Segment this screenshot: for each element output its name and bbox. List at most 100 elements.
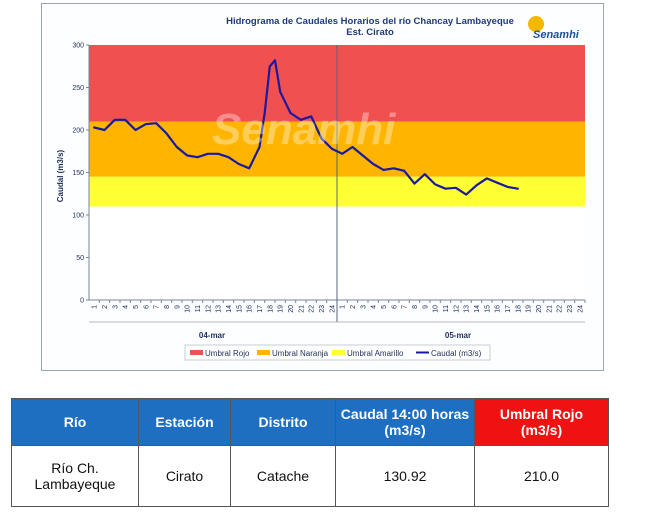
legend-swatch-naranja (257, 350, 270, 355)
data-point (320, 137, 323, 140)
data-point (382, 169, 385, 171)
y-axis-label: Caudal (m3/s) (56, 149, 65, 202)
x-tick-label: 7 (154, 305, 161, 309)
data-point (258, 146, 261, 148)
data-point (274, 59, 276, 62)
data-point (175, 146, 178, 148)
legend-swatch-amarillo (332, 350, 345, 355)
legend-label-amarillo: Umbral Amarillo (347, 349, 404, 358)
data-point (465, 193, 468, 196)
x-tick-label: 11 (195, 305, 202, 312)
cell-rio: Río Ch. Lambayeque (11, 445, 139, 507)
table-header-row: Río Estación Distrito Caudal 14:00 horas… (11, 398, 609, 446)
data-point (423, 173, 426, 176)
data-point (134, 129, 137, 131)
legend-swatch-rojo (190, 350, 203, 355)
x-tick-label: 7 (402, 305, 409, 309)
x-tick-label: 21 (546, 305, 553, 313)
x-tick-label: 16 (247, 305, 254, 313)
y-tick-label: 150 (72, 170, 84, 177)
y-tick-label: 100 (72, 213, 84, 220)
y-tick-label: 250 (72, 85, 84, 92)
chart-subtitle: Est. Cirato (346, 27, 394, 38)
x-tick-label: 1 (340, 305, 347, 309)
data-point (206, 152, 209, 155)
x-tick-label: 21 (298, 305, 305, 313)
header-estacion: Estación (138, 398, 231, 446)
y-tick-label: 50 (76, 255, 84, 262)
data-point (196, 156, 199, 159)
data-point (485, 177, 488, 180)
data-point (237, 163, 240, 165)
header-umbral-rojo: Umbral Rojo (m3/s) (474, 398, 609, 446)
senamhi-logo: Senamhi (528, 16, 580, 41)
cell-estacion: Cirato (138, 445, 231, 507)
legend-label-rojo: Umbral Rojo (205, 349, 250, 358)
day-label-1: 04-mar (199, 331, 225, 340)
x-tick-label: 5 (133, 305, 140, 309)
x-tick-label: 11 (443, 305, 450, 312)
hydrograph-chart: Hidrograma de Caudales Horarios del río … (56, 16, 586, 361)
data-point (372, 163, 375, 165)
x-tick-label: 24 (577, 305, 584, 313)
x-tick-label: 5 (381, 305, 388, 309)
data-point (103, 129, 106, 131)
x-tick-label: 15 (484, 305, 491, 313)
data-point (434, 183, 437, 186)
station-info-table: Río Estación Distrito Caudal 14:00 horas… (11, 398, 609, 507)
data-point (289, 112, 292, 114)
logo-text: Senamhi (533, 29, 580, 41)
data-point (217, 152, 220, 155)
data-point (165, 132, 168, 135)
x-tick-label: 20 (288, 305, 295, 313)
table-row: Río Ch. Lambayeque Cirato Catache 130.92… (11, 445, 609, 507)
data-point (310, 115, 313, 118)
header-distrito: Distrito (230, 398, 336, 446)
data-point (248, 167, 251, 170)
x-tick-label: 14 (474, 305, 481, 313)
sun-icon (528, 16, 544, 32)
x-tick-label: 10 (433, 305, 440, 313)
data-point (113, 118, 116, 121)
x-tick-label: 15 (236, 305, 243, 313)
data-point (361, 154, 364, 157)
data-point (516, 187, 519, 190)
data-point (124, 118, 127, 121)
x-tick-label: 6 (391, 305, 398, 309)
data-point (341, 152, 344, 155)
x-tick-label: 13 (464, 305, 471, 313)
chart-container: Hidrograma de Caudales Horarios del río … (41, 3, 604, 371)
data-point (186, 154, 189, 157)
data-point (227, 156, 230, 159)
cell-caudal: 130.92 (335, 445, 475, 507)
data-point (93, 126, 96, 129)
data-point (263, 112, 266, 114)
x-tick-label: 18 (515, 305, 522, 313)
data-point (413, 182, 416, 185)
chart-legend: Umbral Rojo Umbral Naranja Umbral Amaril… (184, 344, 491, 361)
x-tick-label: 19 (526, 305, 533, 313)
data-point (330, 147, 333, 150)
watermark-text: Senamhi (212, 105, 396, 154)
data-point (268, 65, 271, 68)
x-tick-label: 6 (143, 305, 150, 309)
day-label-2: 05-mar (445, 331, 471, 340)
x-tick-label: 16 (495, 305, 502, 313)
data-point (496, 181, 499, 184)
x-tick-label: 12 (453, 305, 460, 313)
x-tick-label: 4 (371, 305, 378, 309)
x-tick-label: 2 (350, 305, 357, 309)
x-tick-label: 23 (567, 305, 574, 313)
x-tick-label: 14 (226, 305, 233, 313)
legend-label-caudal: Caudal (m3/s) (431, 349, 482, 358)
data-point (475, 184, 478, 187)
x-tick-label: 3 (360, 305, 367, 309)
data-point (392, 167, 395, 170)
x-tick-label: 22 (557, 305, 564, 313)
data-point (444, 187, 447, 190)
x-tick-label: 4 (123, 305, 130, 309)
x-tick-label: 1 (92, 305, 99, 309)
chart-title: Hidrograma de Caudales Horarios del río … (226, 16, 514, 27)
x-tick-label: 2 (102, 305, 109, 309)
x-tick-label: 13 (216, 305, 223, 313)
